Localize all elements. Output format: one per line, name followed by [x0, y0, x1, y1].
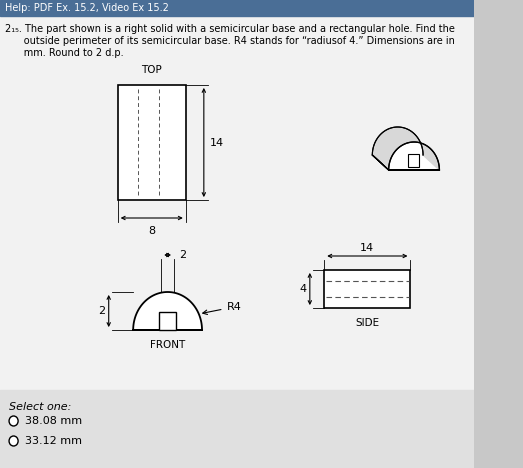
Bar [0, 0, 474, 16]
Text: 4: 4 [299, 284, 306, 294]
Bar [0, 16, 474, 390]
Text: FRONT: FRONT [150, 340, 185, 350]
Text: Help: PDF Ex. 15.2, Video Ex 15.2: Help: PDF Ex. 15.2, Video Ex 15.2 [5, 3, 168, 13]
Polygon shape [372, 155, 389, 170]
Polygon shape [133, 292, 202, 330]
Text: 14: 14 [360, 243, 374, 253]
Circle shape [9, 436, 18, 446]
Text: mm. Round to 2 d.p.: mm. Round to 2 d.p. [5, 48, 124, 58]
Text: SIDE: SIDE [355, 318, 379, 328]
Bar [407, 154, 419, 167]
Circle shape [9, 416, 18, 426]
Bar [118, 85, 186, 200]
Text: 2: 2 [179, 250, 187, 260]
Text: Select one:: Select one: [9, 402, 72, 412]
Bar [160, 312, 176, 330]
Text: outside perimeter of its semicircular base. R4 stands for “radiusof 4.” Dimensio: outside perimeter of its semicircular ba… [5, 36, 456, 46]
Bar [324, 270, 411, 308]
Text: 14: 14 [210, 138, 224, 147]
Polygon shape [372, 127, 439, 170]
Bar [0, 390, 474, 468]
Text: R4: R4 [203, 302, 241, 314]
Text: 2: 2 [98, 306, 105, 316]
Polygon shape [389, 142, 439, 170]
Text: 38.08 mm: 38.08 mm [26, 416, 83, 426]
Text: TOP: TOP [141, 65, 162, 75]
Text: 2₁₅. The part shown is a right solid with a semicircular base and a rectangular : 2₁₅. The part shown is a right solid wit… [5, 24, 456, 34]
Text: 33.12 mm: 33.12 mm [26, 436, 82, 446]
Text: 8: 8 [148, 226, 155, 236]
